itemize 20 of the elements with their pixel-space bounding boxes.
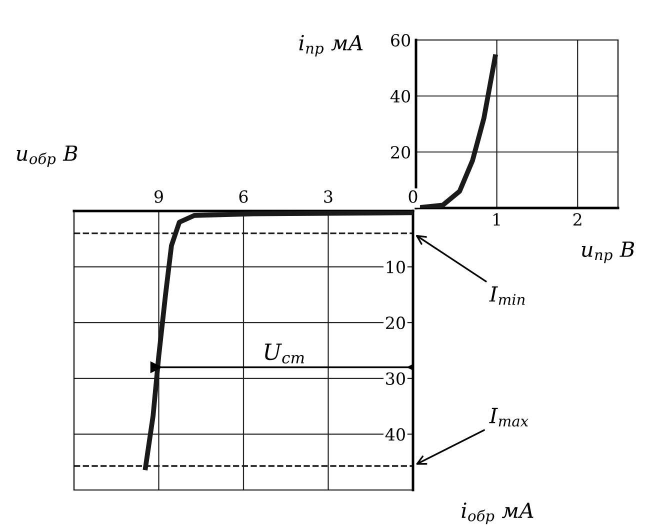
y-tick-label: 40 [385,428,405,441]
x-tick-label: 0 [408,190,418,203]
y-tick-label: 20 [391,146,410,159]
y-axis-title: i$_{обр}$ мА [462,502,534,524]
x-axis-title: u$_{обр}$ В [16,146,78,168]
annotation: U$_{ст}$ [265,344,304,364]
y-tick-label: 20 [386,316,405,330]
y-tick-label: 60 [391,34,410,47]
x-tick-label: 1 [494,213,500,226]
x-axis-title: u$_{пр}$ В [582,242,634,264]
y-tick-label: 10 [386,260,405,274]
y-tick-label: 30 [386,372,405,385]
ref-line-label: I$_{min}$ [489,286,525,305]
x-tick-label: 3 [324,190,332,203]
x-tick-label: 6 [239,190,248,203]
x-tick-label: 9 [154,190,163,203]
y-axis-title: i$_{пр}$ мА [299,34,363,57]
ref-line-label: I$_{max}$ [489,408,528,427]
x-tick-label: 2 [573,213,582,226]
y-tick-label: 40 [390,90,410,103]
